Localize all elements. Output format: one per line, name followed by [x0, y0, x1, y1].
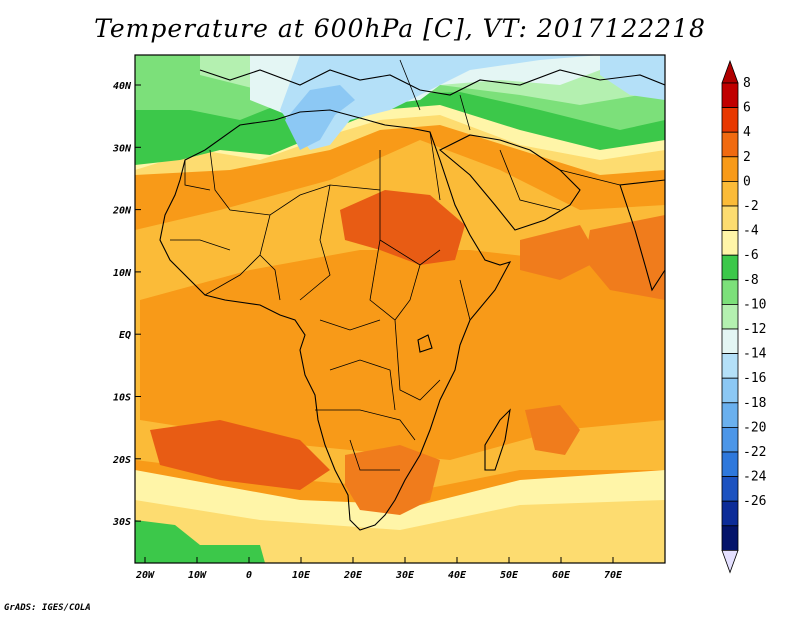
plot-frame — [134, 54, 666, 564]
colorbar-label: -22 — [743, 445, 766, 460]
lat-tick-label: EQ — [119, 330, 131, 341]
colorbar-label: -2 — [743, 199, 759, 214]
africa-coastline — [159, 109, 512, 531]
lat-tick-label: 30N — [112, 143, 132, 154]
field-warm-indian-ocean — [525, 405, 580, 455]
colorbar-swatch — [721, 353, 739, 379]
colorbar: 8 6 4 2 0 -2 -4 -6 -8 -10 -12 -14 -16 -18 -20 -22 -24 -26 — [721, 59, 767, 574]
lon-tick-label: 40E — [448, 570, 467, 581]
country-borders — [170, 59, 621, 471]
field-south-neutral — [135, 500, 665, 563]
lon-tick-label: 50E — [500, 570, 519, 581]
colorbar-label: -26 — [743, 494, 766, 509]
colorbar-swatch — [721, 426, 739, 453]
colorbar-under-triangle — [721, 550, 739, 574]
colorbar-label: -8 — [743, 273, 759, 288]
lat-tick-label: 30S — [112, 517, 131, 528]
credit-label: GrADS: IGES/COLA — [4, 603, 91, 613]
colorbar-swatch — [721, 180, 739, 207]
colorbar-swatch — [721, 107, 739, 133]
colorbar-swatch — [721, 205, 739, 232]
colorbar-label: 0 — [743, 174, 751, 189]
colorbar-label: 8 — [743, 76, 751, 91]
colorbar-label: -16 — [743, 371, 766, 386]
field-warm-sudan — [340, 190, 465, 265]
lon-tick-label: 60E — [552, 570, 571, 581]
europe-coastline — [199, 69, 665, 96]
field-southwest-green — [135, 520, 265, 563]
colorbar-swatch — [721, 279, 739, 305]
colorbar-label: -14 — [743, 347, 767, 362]
colorbar-swatch — [721, 156, 739, 182]
colorbar-label: -18 — [743, 396, 766, 411]
india-coastline — [619, 179, 665, 292]
field-northeast-blue — [600, 55, 665, 100]
colorbar-label: 2 — [743, 150, 751, 165]
lon-tick-label: 0 — [246, 570, 252, 581]
arabia-coastline — [439, 134, 581, 231]
colorbar-label: -12 — [743, 322, 766, 337]
colorbar-swatch — [721, 476, 739, 502]
lat-tick-label: 20S — [112, 455, 131, 466]
latitude-axis: 40N 30N 20N 10N EQ 10S 20S 30S — [112, 81, 141, 528]
colorbar-swatch — [721, 254, 739, 281]
colorbar-swatch — [721, 328, 739, 355]
lon-tick-label: 30E — [395, 570, 415, 581]
field-tropical-mild-core — [140, 250, 665, 460]
coastlines-and-borders — [159, 59, 665, 531]
lon-tick-label: 10E — [292, 570, 311, 581]
colorbar-label: -4 — [743, 224, 759, 239]
field-north-blue — [285, 85, 355, 150]
chart-title: Temperature at 600hPa [C], VT: 201712221… — [94, 14, 706, 43]
colorbar-swatch — [721, 230, 739, 256]
lon-tick-label: 20W — [135, 570, 155, 581]
field-warm-southern-africa — [345, 445, 440, 515]
lat-tick-label: 20N — [112, 206, 132, 217]
colorbar-swatch — [721, 82, 739, 109]
colorbar-label: -20 — [743, 420, 766, 435]
madagascar-coastline — [484, 408, 511, 471]
lon-tick-label: 70E — [604, 570, 623, 581]
colorbar-label: -24 — [743, 470, 767, 485]
colorbar-label: -10 — [743, 297, 766, 312]
colorbar-swatch — [721, 131, 739, 158]
colorbar-swatch — [721, 500, 739, 527]
colorbar-label: -6 — [743, 248, 759, 263]
lat-tick-label: 10S — [113, 393, 131, 404]
colorbar-swatch — [721, 303, 739, 330]
field-warm-arabia-sea — [520, 225, 600, 280]
field-north-light-blue — [280, 55, 600, 150]
lat-tick-label: 40N — [113, 81, 132, 92]
colorbar-over-triangle — [721, 59, 739, 84]
colorbar-swatch — [721, 402, 739, 428]
colorbar-label: 6 — [743, 101, 751, 116]
lon-tick-label: 10W — [188, 570, 207, 581]
lake-victoria — [417, 334, 433, 353]
lat-tick-label: 10N — [113, 268, 132, 279]
field-warm-south-atlantic — [150, 420, 330, 490]
colorbar-swatch — [721, 525, 739, 551]
colorbar-swatch — [721, 451, 739, 478]
longitude-axis: 20W 10W 0 10E 20E 30E 40E 50E 60E 70E — [135, 557, 623, 581]
field-warm-india — [585, 215, 665, 300]
lon-tick-label: 20E — [343, 570, 363, 581]
temperature-field — [135, 55, 665, 563]
colorbar-label: 4 — [743, 125, 751, 140]
colorbar-swatch — [721, 377, 739, 404]
